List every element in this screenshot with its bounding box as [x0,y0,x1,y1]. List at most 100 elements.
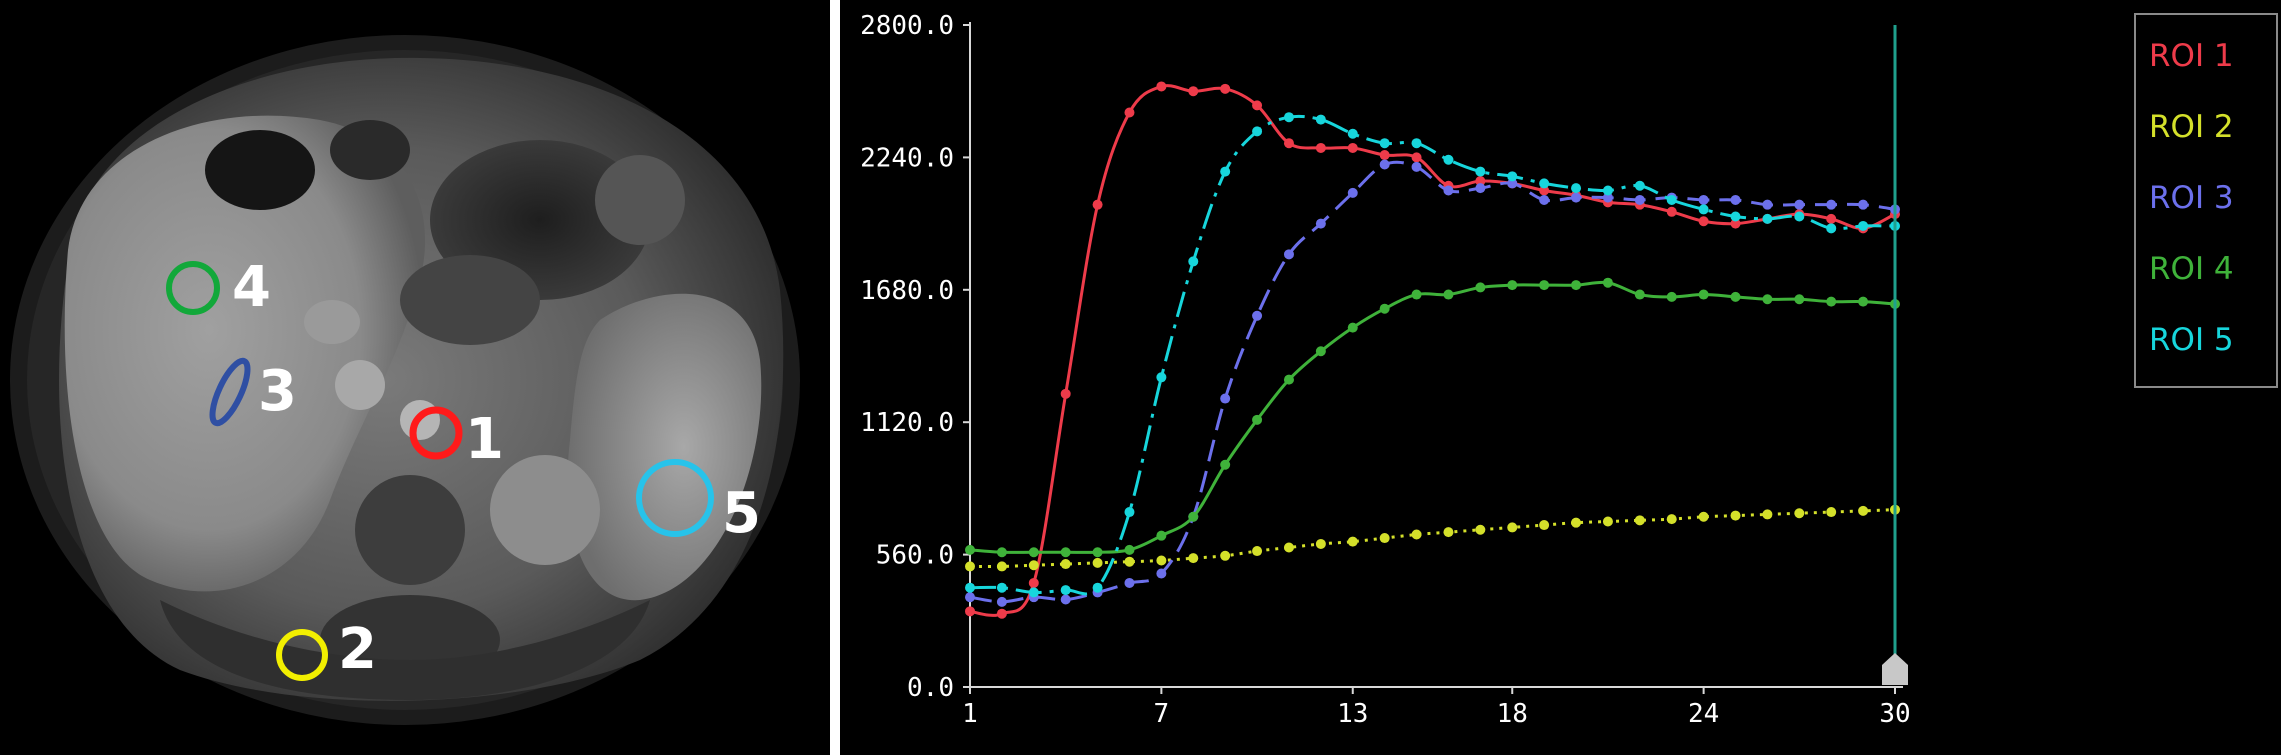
data-point [1060,594,1071,605]
data-point [965,606,975,617]
legend-item-roi-5: ROI 5 [2149,322,2234,358]
data-point [1507,280,1518,291]
data-point [1858,220,1869,231]
data-point [1252,100,1263,111]
data-point [1315,346,1326,357]
data-point [965,544,975,555]
data-point [996,596,1007,607]
data-point [1028,547,1039,558]
data-point [1220,393,1231,404]
data-point [1634,194,1645,205]
time-cursor-handle[interactable] [1882,653,1908,685]
data-point [1762,213,1773,224]
data-point [1475,183,1486,194]
data-point [1602,185,1613,196]
x-tick-label: 1 [962,699,978,729]
data-point [1698,289,1709,300]
data-point [1443,154,1454,165]
roi-1-circle [409,406,463,460]
data-point [1283,542,1294,553]
data-point [1124,577,1135,588]
data-point [1602,277,1613,288]
x-tick-label: 13 [1337,699,1368,729]
data-point [1475,282,1486,293]
data-point [996,608,1007,619]
x-tick-label: 24 [1688,699,1719,729]
data-point [1347,128,1358,139]
data-point [1730,510,1741,521]
data-point [1634,180,1645,191]
roi-1-marker: 1 [409,406,504,472]
mri-image-panel: 1 2 3 4 5 [0,0,830,755]
data-point [1730,218,1741,229]
data-point [1156,530,1167,541]
data-point [1826,296,1837,307]
mri-image: 1 2 3 4 5 [0,0,830,755]
data-point [1411,529,1422,540]
chart-series [965,81,1900,619]
data-point [1730,194,1741,205]
data-point [1794,508,1805,519]
y-tick-label: 1120.0 [860,408,954,438]
data-point [1698,204,1709,215]
data-point [965,592,975,603]
data-point [1666,194,1677,205]
data-point [965,561,975,572]
data-point [1188,511,1199,522]
roi-4-circle [166,261,220,315]
data-point [1220,459,1231,470]
data-point [1347,187,1358,198]
roi-3-label: 3 [258,359,297,424]
data-point [1411,161,1422,172]
data-point [996,561,1007,572]
roi-5-marker: 5 [636,459,761,546]
legend-item-roi-2: ROI 2 [2149,109,2234,145]
data-point [1347,322,1358,333]
roi-1-label: 1 [465,407,504,472]
data-point [1092,582,1103,593]
data-point [1475,176,1486,187]
data-point [1188,86,1199,97]
data-point [1443,185,1454,196]
data-point [1730,291,1741,302]
data-point [1411,138,1422,149]
data-point [1060,585,1071,596]
data-point [1379,150,1390,161]
data-point [1507,522,1518,533]
roi-3-marker: 3 [209,357,297,427]
data-point [1507,171,1518,182]
data-point [1858,505,1869,516]
data-point [1762,294,1773,305]
data-point [1443,289,1454,300]
data-point [996,547,1007,558]
data-point [1539,178,1550,189]
data-point [1124,544,1135,555]
data-point [1571,280,1582,291]
time-cursor[interactable] [1882,25,1908,685]
data-point [1252,546,1263,557]
data-point [1252,310,1263,321]
data-point [1252,414,1263,425]
data-point [1060,559,1071,570]
series-roi-4 [965,277,1900,558]
series-roi-5 [965,112,1900,598]
y-tick-label: 1680.0 [860,276,954,306]
time-intensity-chart-panel: 0.0 560.0 1120.0 1680.0 2240.0 2800.0 1 7 13 18 24… [840,0,2281,755]
spleen [567,293,762,601]
data-point [1826,199,1837,210]
data-point [1411,289,1422,300]
data-point [1028,587,1039,598]
legend-box [2134,13,2278,388]
data-point [1124,107,1135,118]
data-point [1092,547,1103,558]
series-roi-3 [965,159,1900,607]
data-point [1283,374,1294,385]
data-point [1602,516,1613,527]
series-roi-2 [965,504,1900,572]
chart-legend: ROI 1 ROI 2 ROI 3 ROI 4 ROI 5 [2134,13,2278,388]
y-tick-label: 0.0 [907,673,954,703]
roi-5-circle [636,459,714,537]
data-point [1539,520,1550,531]
data-point [1220,83,1231,94]
data-point [1507,178,1518,189]
